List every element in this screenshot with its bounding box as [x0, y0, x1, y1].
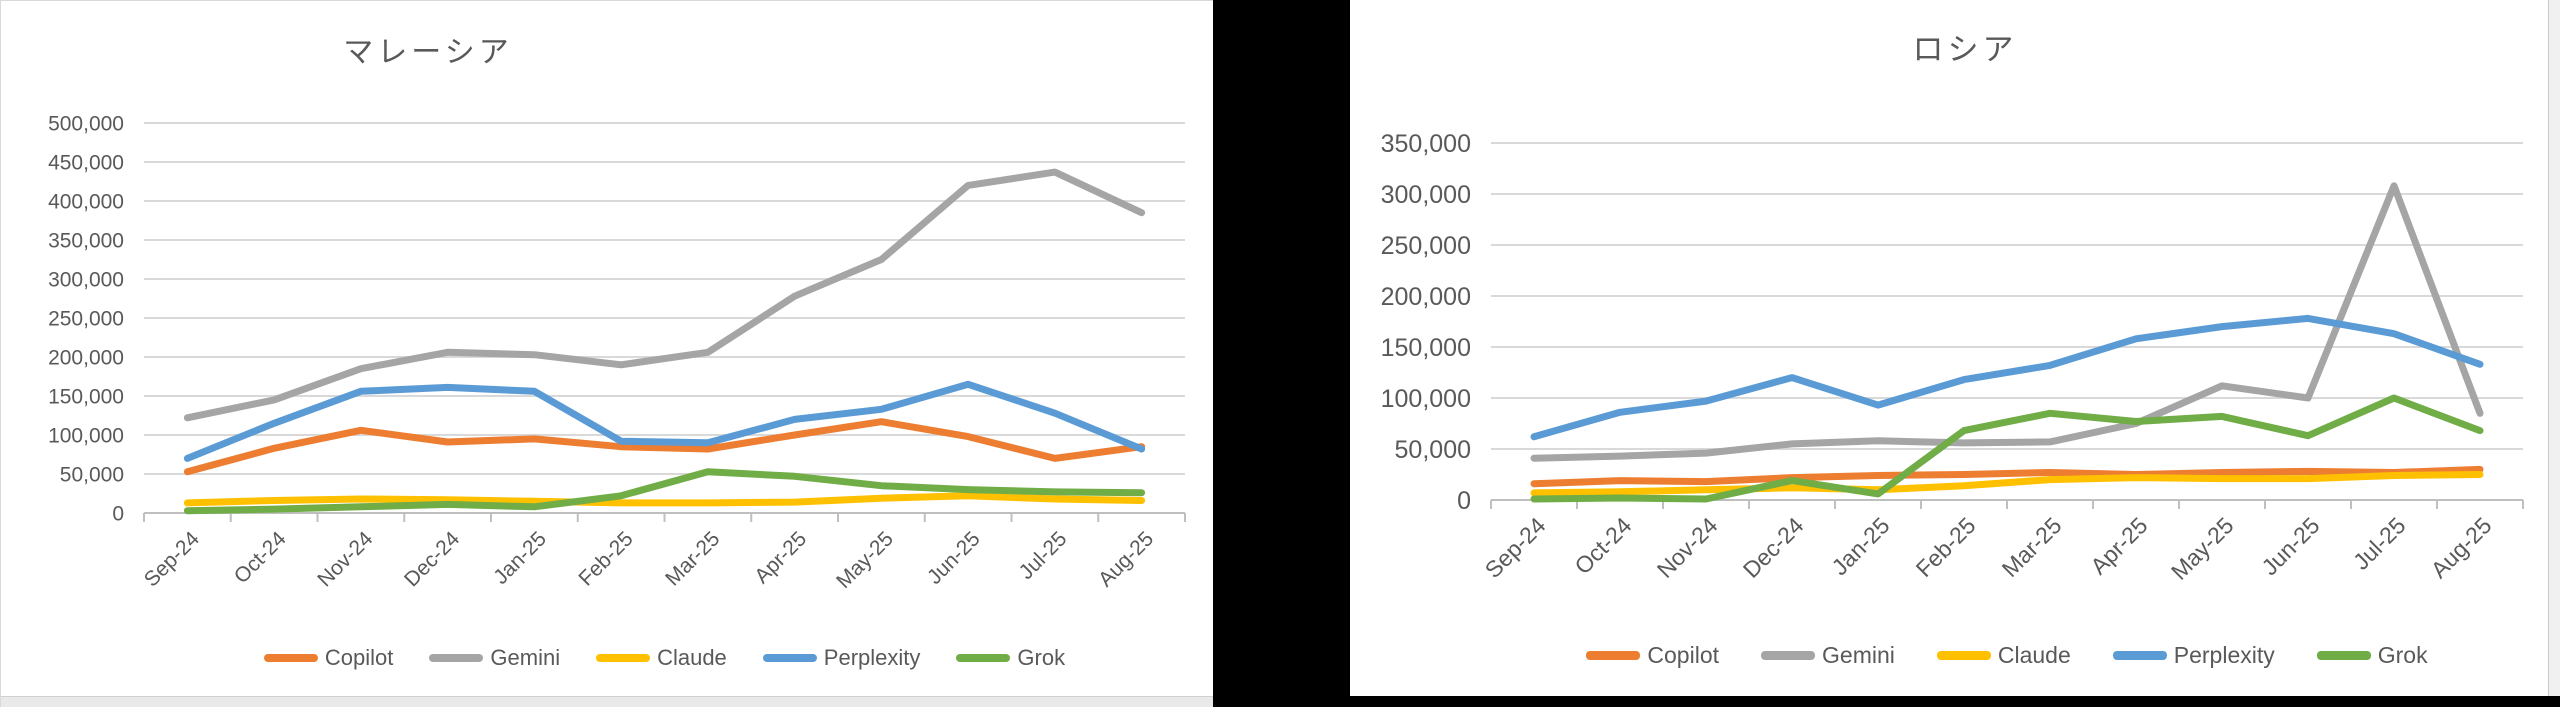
y-axis-tick-label: 50,000	[60, 463, 124, 486]
series-line-claude	[1530, 471, 2484, 497]
legend-marker-perplexity	[2112, 651, 2167, 660]
y-axis-tick-label: 50,000	[1395, 436, 1471, 464]
y-axis-tick-label: 500,000	[48, 112, 124, 135]
y-axis-tick-label: 150,000	[1381, 334, 1471, 362]
legend-label: Gemini	[1822, 642, 1895, 668]
series-line-grok	[183, 468, 1146, 515]
legend-marker-copilot	[263, 654, 318, 662]
y-axis-tick-label: 100,000	[1381, 385, 1471, 413]
x-axis-tick-label: Oct-24	[230, 527, 291, 588]
series-line-grok	[1530, 394, 2484, 503]
y-axis-tick-label: 200,000	[1381, 283, 1471, 311]
x-axis-tick-label: Feb-25	[1911, 512, 1981, 582]
russia-chart-panel: 0 50,000 100,000 150,000 200,000 250,000 300,0…	[1350, 0, 2560, 696]
series-line-perplexity	[183, 380, 1146, 462]
legend-item-gemini: Gemini	[429, 645, 560, 671]
series-line-claude	[183, 492, 1146, 507]
y-axis-tick-label: 250,000	[48, 307, 124, 330]
x-axis-tick-label: Mar-25	[1997, 512, 2067, 582]
legend-item-claude: Claude	[596, 645, 727, 671]
y-axis-tick-label: 350,000	[1381, 130, 1471, 158]
x-axis-tick-label: May-25	[2166, 512, 2239, 585]
chart-title-russia: ロシア	[1912, 32, 2018, 67]
legend-russia: Copilot Gemini Claude Perplexity Grok	[1491, 642, 2523, 669]
legend-label: Claude	[1997, 642, 2071, 668]
legend-label: Perplexity	[2173, 642, 2275, 668]
legend-item-claude: Claude	[1936, 642, 2071, 669]
series-line-gemini	[183, 168, 1146, 422]
black-divider	[1213, 0, 1350, 707]
x-axis-tick-label: Nov-24	[313, 527, 377, 591]
series-line-copilot	[1530, 465, 2484, 488]
legend-marker-grok	[956, 654, 1011, 662]
series-line-perplexity	[1530, 314, 2484, 441]
x-axis-tick-label: Mar-25	[661, 527, 724, 590]
y-axis-tick-label: 200,000	[48, 346, 124, 369]
x-axis-tick-label: Nov-24	[1652, 512, 1723, 583]
russia-plot-area: 0 50,000 100,000 150,000 200,000 250,000 300,0…	[1381, 130, 2524, 585]
x-axis-tick-label: Aug-25	[2426, 512, 2497, 583]
y-axis-tick-label: 150,000	[48, 385, 124, 408]
legend-label: Grok	[1017, 645, 1066, 670]
series-line-copilot	[183, 418, 1146, 476]
malaysia-chart-panel: 0 50,000 100,000 150,000 200,000 250,000 300,0…	[0, 0, 1213, 707]
legend-label: Copilot	[324, 645, 394, 670]
x-axis-tick-label: Apr-25	[750, 527, 811, 588]
x-axis-tick-label: Dec-24	[1738, 512, 1809, 583]
window-bottom-edge	[1, 696, 1213, 707]
legend-marker-claude	[1936, 651, 1991, 660]
y-axis-tick-label: 300,000	[48, 268, 124, 291]
x-axis-tick-label: Jun-25	[2256, 512, 2324, 580]
y-axis-tick-label: 250,000	[1381, 232, 1471, 260]
x-axis-tick-label: Dec-24	[400, 527, 464, 591]
legend-item-gemini: Gemini	[1761, 642, 1895, 669]
y-axis-tick-label: 300,000	[1381, 181, 1471, 209]
x-axis-tick-label: Sep-24	[1480, 512, 1551, 583]
chart-title-malaysia: マレーシア	[343, 36, 513, 69]
legend-marker-copilot	[1586, 651, 1641, 660]
legend-marker-gemini	[429, 654, 484, 662]
legend-item-perplexity: Perplexity	[762, 645, 921, 671]
x-axis-tick-label: Feb-25	[574, 527, 637, 590]
y-axis-tick-label: 400,000	[48, 190, 124, 213]
x-axis-tick-label: Jan-25	[489, 527, 551, 589]
x-axis-tick-label: Sep-24	[140, 527, 204, 591]
legend-item-copilot: Copilot	[1586, 642, 1719, 669]
x-axis-tick-label: May-25	[832, 527, 898, 593]
legend-marker-claude	[596, 654, 651, 662]
legend-label: Claude	[657, 645, 727, 670]
malaysia-plot-area: 0 50,000 100,000 150,000 200,000 250,000 300,0…	[48, 112, 1186, 593]
y-axis-tick-label: 0	[1457, 487, 1471, 515]
legend-malaysia: Copilot Gemini Claude Perplexity Grok	[144, 645, 1185, 671]
x-axis-tick-label: Jan-25	[1826, 512, 1894, 580]
legend-label: Grok	[2377, 642, 2428, 668]
legend-marker-grok	[2316, 651, 2371, 660]
legend-item-grok: Grok	[956, 645, 1065, 671]
legend-item-copilot: Copilot	[263, 645, 394, 671]
x-axis-tick-label: Jul-25	[2348, 512, 2411, 575]
legend-label: Copilot	[1647, 642, 1720, 668]
legend-marker-gemini	[1761, 651, 1816, 660]
x-axis-tick-label: Apr-25	[2085, 512, 2152, 579]
y-axis-tick-label: 100,000	[48, 424, 124, 447]
window-right-edge	[2548, 0, 2560, 696]
legend-label: Gemini	[490, 645, 561, 670]
legend-item-grok: Grok	[2316, 642, 2428, 669]
legend-marker-perplexity	[762, 654, 817, 662]
y-axis-tick-label: 350,000	[48, 229, 124, 252]
legend-label: Perplexity	[823, 645, 921, 670]
x-axis-tick-label: Jul-25	[1015, 527, 1072, 584]
y-axis-tick-label: 450,000	[48, 151, 124, 174]
x-axis-tick-label: Jun-25	[923, 527, 985, 589]
x-axis-tick-label: Aug-25	[1094, 527, 1158, 591]
x-axis-tick-label: Oct-24	[1569, 512, 1636, 579]
legend-item-perplexity: Perplexity	[2112, 642, 2275, 669]
y-axis-tick-label: 0	[112, 502, 124, 525]
series-line-gemini	[1530, 182, 2484, 462]
